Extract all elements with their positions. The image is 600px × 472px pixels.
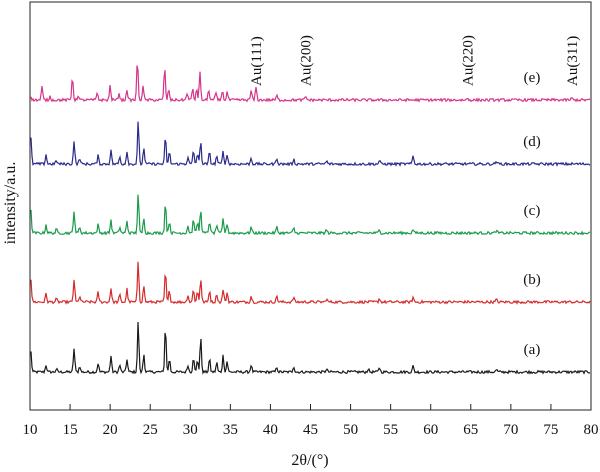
x-tick-label: 75 [543,422,558,438]
series-label: (e) [524,70,541,86]
x-tick-label: 35 [223,422,238,438]
series-line [30,121,591,167]
x-tick-label: 70 [503,422,518,438]
x-axis-ticks: 10 15 20 25 30 35 40 45 50 55 60 65 70 75 80 [23,404,599,438]
series-labels-layer: (a) (b) (c) (d) (e) [523,70,541,358]
x-tick-label: 30 [183,422,198,438]
au-reflection-label: Au(200) [299,35,315,86]
x-tick-label: 15 [63,422,78,438]
series-label: (d) [523,134,541,150]
traces-layer [30,65,591,375]
series-label: (c) [524,203,541,219]
series-line [30,321,590,375]
x-tick-label: 25 [143,422,158,438]
series-label: (b) [523,272,541,288]
y-axis-title: intensity/a.u. [2,162,19,245]
x-tick-label: 55 [383,422,398,438]
x-tick-label: 65 [463,422,478,438]
x-tick-label: 10 [23,422,38,438]
x-axis-title: 2θ/(°) [291,452,328,469]
series-line [30,261,591,305]
series-line [30,194,591,236]
au-reflection-label: Au(111) [249,36,265,86]
series-label: (a) [524,342,541,358]
au-reflection-label: Au(220) [461,35,477,86]
x-tick-label: 80 [584,422,599,438]
x-tick-label: 40 [263,422,278,438]
x-tick-label: 20 [103,422,118,438]
x-tick-label: 45 [303,422,318,438]
au-reflection-label: Au(311) [565,36,581,86]
x-tick-label: 50 [343,422,358,438]
series-line [30,65,591,103]
annotations-layer: Au(111) Au(200) Au(220) Au(311) [249,35,581,86]
x-tick-label: 60 [423,422,438,438]
